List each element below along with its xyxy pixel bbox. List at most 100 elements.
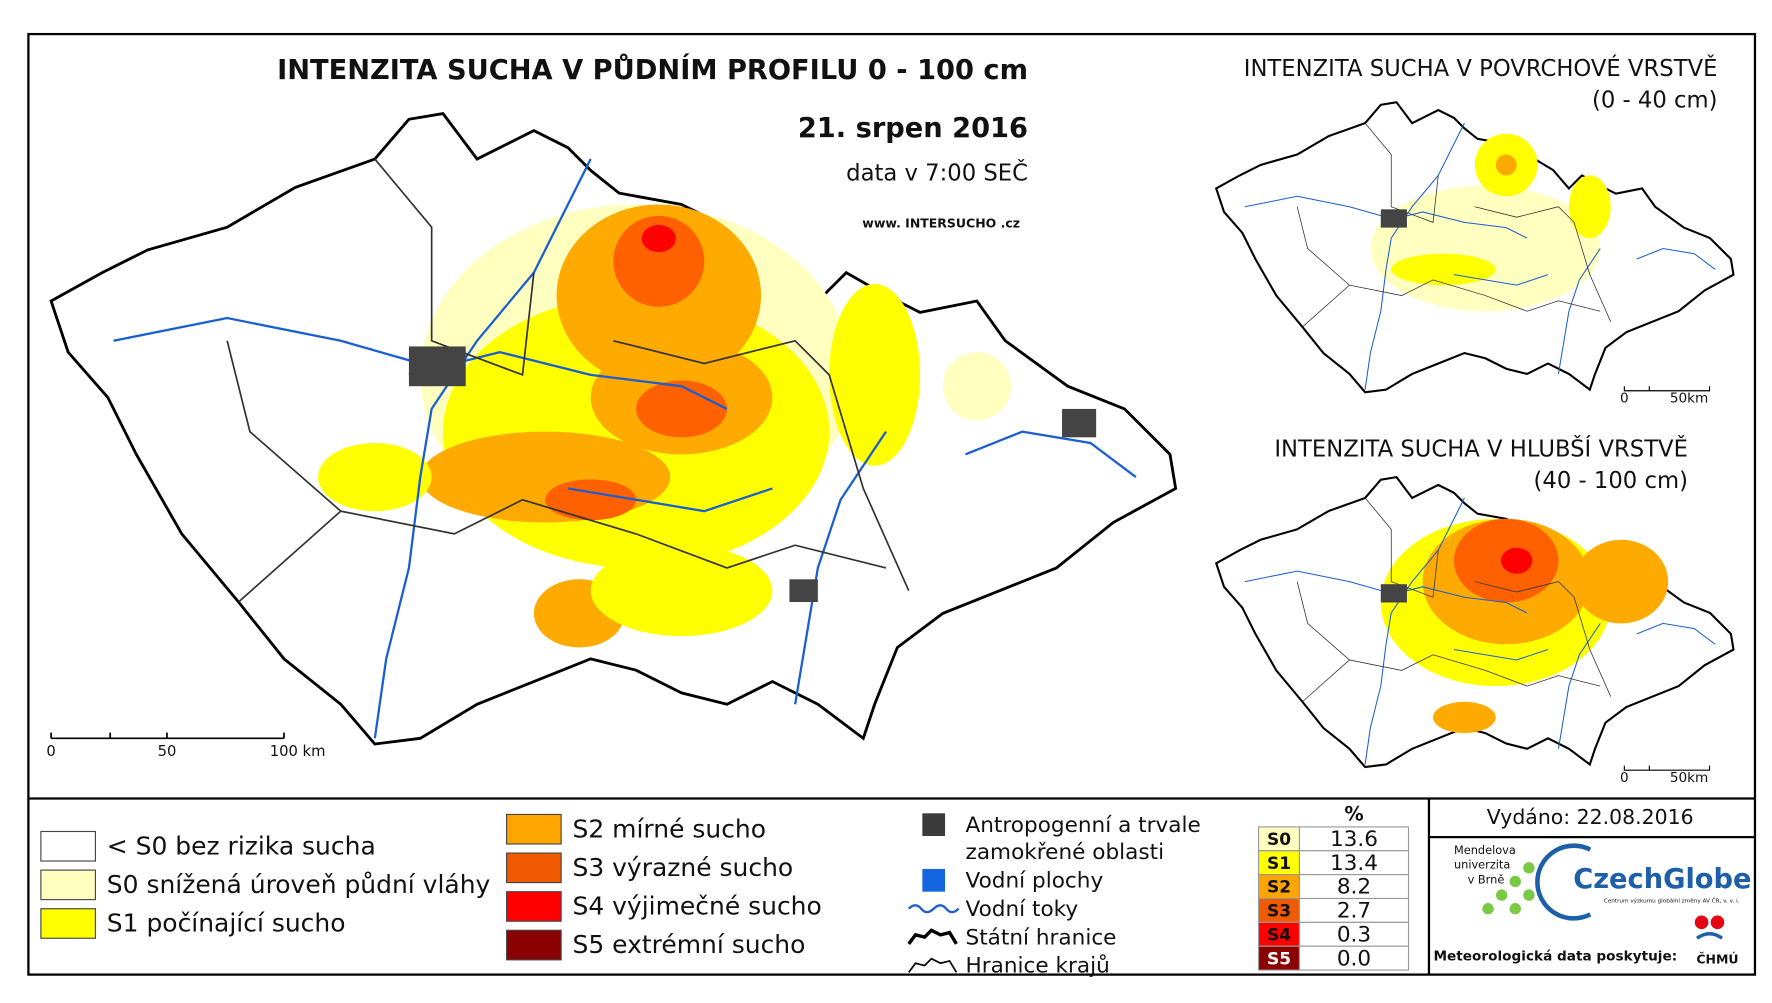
map-shape xyxy=(1062,408,1097,438)
table-class: S5 xyxy=(1267,949,1291,969)
table-class: S3 xyxy=(1267,902,1291,922)
map-shape xyxy=(1495,889,1508,901)
table-value: 8.2 xyxy=(1337,875,1371,900)
legend-symbol xyxy=(907,928,958,945)
map-shape xyxy=(545,479,637,521)
legend-swatch xyxy=(506,891,562,922)
map-shape xyxy=(1523,889,1535,901)
legend-swatch xyxy=(40,869,96,901)
map-shape xyxy=(636,380,727,438)
legend-label: Hranice krajů xyxy=(966,954,1110,979)
map-shape xyxy=(942,352,1011,421)
university-name: univerzita xyxy=(1454,858,1510,872)
map-shape xyxy=(590,545,773,637)
legend-label: S2 mírné sucho xyxy=(572,814,766,843)
scale-label: 0 xyxy=(1620,391,1629,407)
legend-swatch xyxy=(40,908,96,939)
chmu-logo xyxy=(1694,915,1709,930)
table-value: 0.0 xyxy=(1337,946,1371,971)
map-shape xyxy=(1495,154,1517,176)
inset-title: INTENZITA SUCHA V HLUBŠÍ VRSTVĚ xyxy=(1274,434,1688,462)
university-logo xyxy=(1482,862,1535,915)
table-class: S2 xyxy=(1267,878,1291,898)
legend-label: Antropogenní a trvale xyxy=(966,813,1201,838)
university-name: v Brně xyxy=(1468,872,1505,886)
legend-label: S4 výjimečné sucho xyxy=(572,892,821,921)
drought-areas xyxy=(318,204,1011,648)
map-shape xyxy=(789,579,818,603)
stats-table: % S0 13.6 S1 13.4 S2 8.2 S3 2.7 S4 0.3 S5 0.0 xyxy=(1258,803,1410,971)
map-shape xyxy=(613,215,705,307)
map-shape xyxy=(829,283,921,466)
website: www. INTERSUCHO .cz xyxy=(862,215,1020,230)
time-note: data v 7:00 SEČ xyxy=(846,158,1028,186)
inset-map-deep xyxy=(1215,476,1735,769)
scale-label: 50 xyxy=(158,743,177,760)
map-shape xyxy=(1370,185,1601,312)
legend-symbol xyxy=(907,904,960,914)
legend-symbol xyxy=(922,813,946,837)
legend-symbol xyxy=(908,957,958,973)
legend-swatch xyxy=(506,852,562,884)
table-class: S4 xyxy=(1267,925,1291,945)
map-shape xyxy=(1509,903,1521,915)
inset-subtitle: (0 - 40 cm) xyxy=(1592,88,1718,114)
scale-label: 50km xyxy=(1670,391,1709,407)
inset-subtitle: (40 - 100 cm) xyxy=(1534,468,1688,494)
table-value: 13.6 xyxy=(1330,827,1378,852)
issued-date: Vydáno: 22.08.2016 xyxy=(1487,805,1694,829)
scale-bar xyxy=(1623,386,1711,392)
university-name: Mendelova xyxy=(1454,843,1516,857)
legend-swatch xyxy=(40,830,96,862)
map-shape xyxy=(1568,175,1611,239)
table-header: % xyxy=(1344,803,1363,826)
legend: < S0 bez rizika sucha S0 snížená úroveň p… xyxy=(40,813,1201,979)
map-shape xyxy=(1482,903,1494,915)
map-shape xyxy=(420,431,671,523)
map-shape xyxy=(1391,253,1496,286)
map-shape xyxy=(1509,875,1521,888)
legend-label: S0 snížená úroveň půdní vláhy xyxy=(107,870,491,899)
chmu-name: ČHMÚ xyxy=(1696,951,1738,966)
table-class: S1 xyxy=(1267,854,1291,874)
scale-bar xyxy=(1623,765,1711,771)
table-value: 0.3 xyxy=(1337,922,1371,947)
scale-label: 50km xyxy=(1670,770,1709,786)
inset-map-surface xyxy=(1215,101,1735,394)
legend-symbol xyxy=(922,868,946,892)
table-cell xyxy=(1298,945,1410,971)
data-provider: Meteorologická data poskytuje: xyxy=(1434,948,1678,964)
map-shape xyxy=(641,224,676,253)
legend-label: Vodní toky xyxy=(966,897,1079,922)
chmu-logo xyxy=(1696,932,1724,940)
table-value: 2.7 xyxy=(1337,899,1371,924)
map-shape xyxy=(408,346,466,387)
legend-label: S1 počínající sucho xyxy=(107,909,346,938)
legend-label: < S0 bez rizika sucha xyxy=(107,831,376,860)
legend-label: S5 extrémní sucho xyxy=(572,930,805,959)
legend-label: Vodní plochy xyxy=(966,868,1104,893)
scale-label: 0 xyxy=(46,743,55,760)
legend-label: Státní hranice xyxy=(966,925,1117,950)
date: 21. srpen 2016 xyxy=(798,113,1028,144)
legend-label: S3 výrazné sucho xyxy=(572,853,793,882)
czechglobe-logo xyxy=(1535,843,1592,921)
czechglobe-subtitle: Centrum výzkumu globální změny AV ČR, v.… xyxy=(1604,897,1740,904)
scale-label: 100 km xyxy=(270,743,326,760)
scale-label: 0 xyxy=(1620,770,1629,786)
map-shape xyxy=(1380,584,1407,603)
legend-label: zamokřené oblasti xyxy=(966,840,1165,865)
scale-bar xyxy=(50,732,285,740)
map-shape xyxy=(1433,701,1496,734)
table-class: S0 xyxy=(1267,830,1291,850)
chmu-logo xyxy=(1710,915,1725,930)
map-shape xyxy=(1380,209,1407,228)
map-shape xyxy=(1500,547,1533,574)
map-shape xyxy=(318,443,432,512)
legend-swatch xyxy=(506,929,562,961)
table-value: 13.4 xyxy=(1330,851,1378,876)
inset-title: INTENZITA SUCHA V POVRCHOVÉ VRSTVĚ xyxy=(1244,54,1718,82)
